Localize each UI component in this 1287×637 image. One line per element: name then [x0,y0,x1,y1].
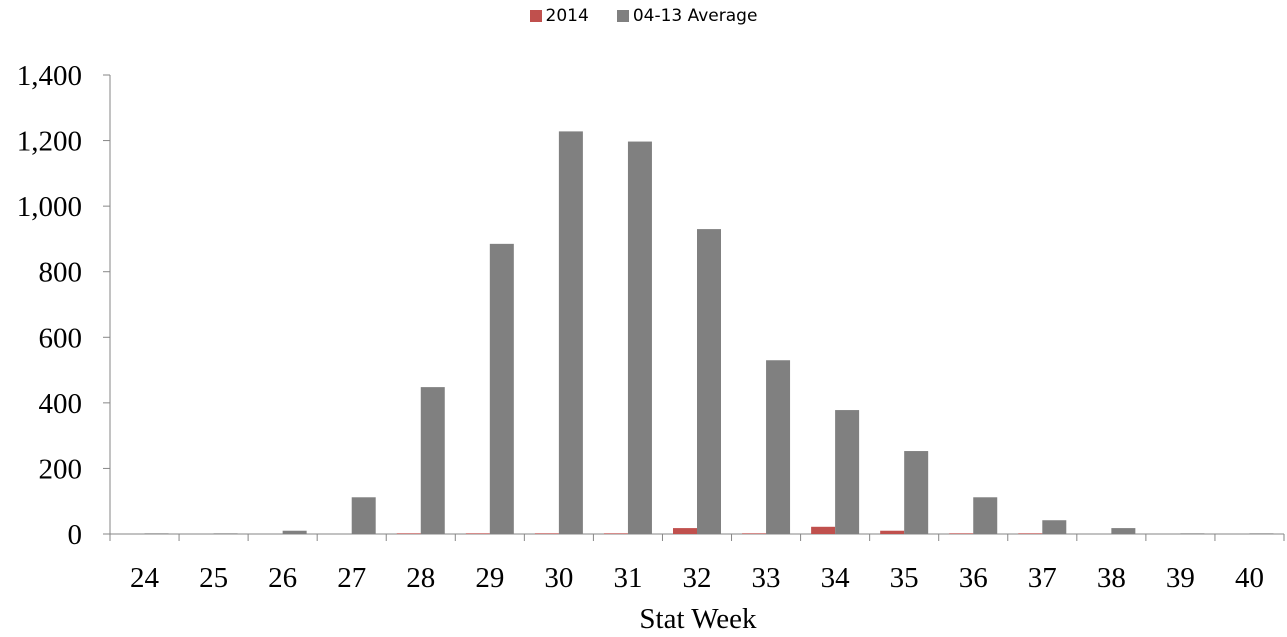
x-tick-label: 31 [613,562,642,594]
x-tick-label: 39 [1166,562,1195,594]
bar-average [144,533,169,534]
bar-2014 [673,528,697,534]
bar-2014 [1018,533,1043,534]
bar-2014 [949,533,974,534]
bar-average [1111,528,1136,534]
bar-2014 [603,533,628,534]
y-tick-label: 200 [39,453,83,485]
legend-label-average: 04-13 Average [632,6,758,26]
legend-item-average: 04-13 Average [616,6,758,26]
bar-average [213,533,238,534]
x-tick-label: 40 [1235,562,1264,594]
legend-label-2014: 2014 [545,6,589,26]
bar-average [420,387,445,534]
x-axis-title: Stat Week [639,603,757,635]
x-tick-label: 38 [1097,562,1126,594]
x-tick-label: 26 [268,562,297,594]
bar-average [351,497,376,534]
legend-swatch-2014 [529,10,542,22]
x-tick-label: 37 [1028,562,1057,594]
bar-average [558,131,583,535]
legend: 2014 04-13 Average [0,6,1287,26]
bar-2014 [534,533,559,534]
bar-2014 [811,526,836,534]
bar-average [1180,533,1205,534]
bar-average [766,360,791,534]
y-axis: 0 200 400 600 800 1,000 1,200 1,400 [17,60,111,551]
x-tick-label: 25 [199,562,228,594]
x-tick-label: 24 [130,562,160,594]
bar-average [1042,520,1067,534]
bar-average [282,530,307,534]
bar-average [489,243,514,534]
x-tick-label: 35 [890,562,919,594]
bar-average [697,229,721,535]
bar-2014 [396,533,421,534]
y-tick-label: 1,400 [17,60,82,92]
legend-swatch-average [616,10,629,22]
bar-2014 [465,533,490,534]
x-tick-label: 33 [752,562,781,594]
x-tick-label: 36 [959,562,988,594]
bar-2014 [880,530,905,534]
bar-average [904,451,929,534]
legend-item-2014: 2014 [529,6,589,26]
x-tick-label: 27 [337,562,366,594]
bars [144,131,1274,535]
y-tick-label: 1,200 [17,126,82,158]
y-tick-label: 400 [39,388,83,420]
bar-average [627,141,652,534]
y-tick-label: 0 [68,519,83,551]
x-tick-label: 28 [406,562,435,594]
x-axis: 24 25 26 27 28 29 30 31 32 33 34 35 36 37 38 39 40 [109,533,1285,594]
bar-average [835,410,860,534]
x-tick-label: 30 [544,562,573,594]
bar-average [973,497,998,534]
bar-2014 [742,533,767,534]
y-tick-label: 1,000 [17,191,82,223]
x-tick-label: 29 [475,562,504,594]
x-tick-label: 32 [683,562,712,594]
y-tick-label: 600 [39,322,83,354]
bar-average [1249,533,1274,534]
y-tick-label: 800 [39,257,83,289]
x-tick-label: 34 [821,562,851,594]
